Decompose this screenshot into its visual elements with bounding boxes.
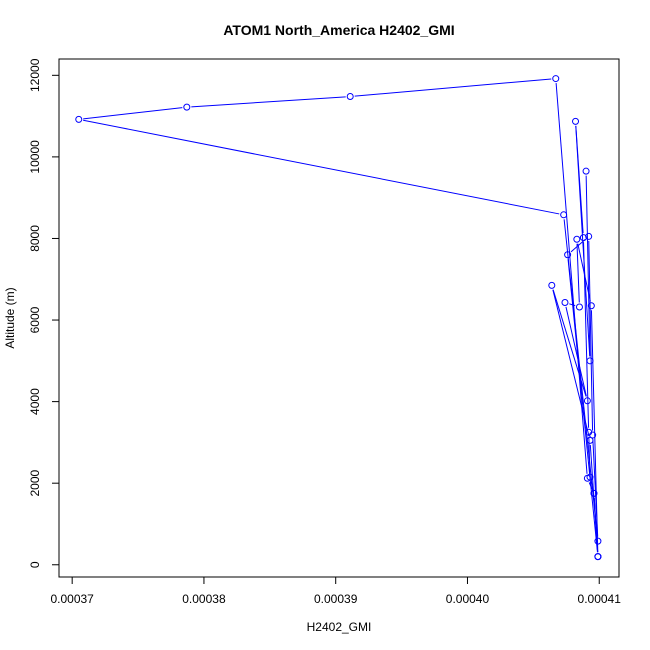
y-axis: 0 2000 4000 6000 8000 10000 12000 — [28, 58, 60, 568]
x-tick-label: 0.00037 — [50, 592, 94, 606]
data-point — [583, 474, 591, 482]
data-point — [594, 537, 602, 545]
y-axis-label: Altitude (m) — [3, 287, 17, 348]
y-tick-label: 12000 — [28, 58, 42, 92]
series-segment — [83, 119, 560, 215]
data-point — [582, 167, 590, 175]
y-tick-label: 6000 — [28, 306, 42, 333]
chart-title: ATOM1 North_America H2402_GMI — [223, 22, 454, 38]
data-point — [587, 302, 595, 310]
data-point — [572, 117, 580, 125]
series-segment — [575, 125, 584, 234]
y-tick-label: 8000 — [28, 225, 42, 252]
series-segment — [191, 96, 346, 108]
data-point — [589, 431, 597, 439]
y-tick-label: 10000 — [28, 140, 42, 174]
series-segment — [570, 239, 586, 253]
data-point — [560, 211, 568, 219]
data-point — [585, 232, 593, 240]
series-segment — [588, 482, 593, 490]
series-segment — [354, 78, 552, 97]
series-segment — [593, 497, 599, 553]
series-segment — [565, 306, 587, 397]
series-segment — [83, 107, 183, 120]
data-point — [552, 75, 560, 83]
series-segment — [588, 240, 594, 431]
data-point — [75, 115, 83, 123]
series-segment — [563, 219, 598, 537]
x-tick-label: 0.00041 — [578, 592, 622, 606]
data-point — [575, 303, 583, 311]
series-segment — [577, 243, 591, 302]
series-segment — [592, 439, 599, 537]
x-tick-label: 0.00038 — [182, 592, 226, 606]
plot-frame — [58, 58, 620, 578]
series-segment — [585, 175, 591, 357]
data-point — [564, 251, 572, 259]
x-axis: 0.00037 0.00038 0.00039 0.00040 0.00041 — [50, 576, 622, 606]
data-point — [586, 357, 594, 365]
data-point — [583, 397, 591, 405]
y-tick-label: 0 — [28, 561, 42, 568]
x-tick-label: 0.00039 — [314, 592, 358, 606]
data-point — [548, 281, 556, 289]
series-layer — [75, 75, 602, 561]
x-axis-label: H2402_GMI — [307, 620, 372, 634]
y-tick-label: 2000 — [28, 470, 42, 497]
data-point — [594, 553, 602, 561]
data-point — [590, 489, 598, 497]
data-point — [579, 234, 587, 242]
data-point — [561, 299, 569, 307]
data-point — [346, 93, 354, 101]
series-segment — [576, 243, 580, 303]
x-tick-label: 0.00040 — [446, 592, 490, 606]
data-point — [573, 235, 581, 243]
data-point — [183, 103, 191, 111]
series-segment — [555, 83, 588, 474]
y-tick-label: 4000 — [28, 388, 42, 415]
